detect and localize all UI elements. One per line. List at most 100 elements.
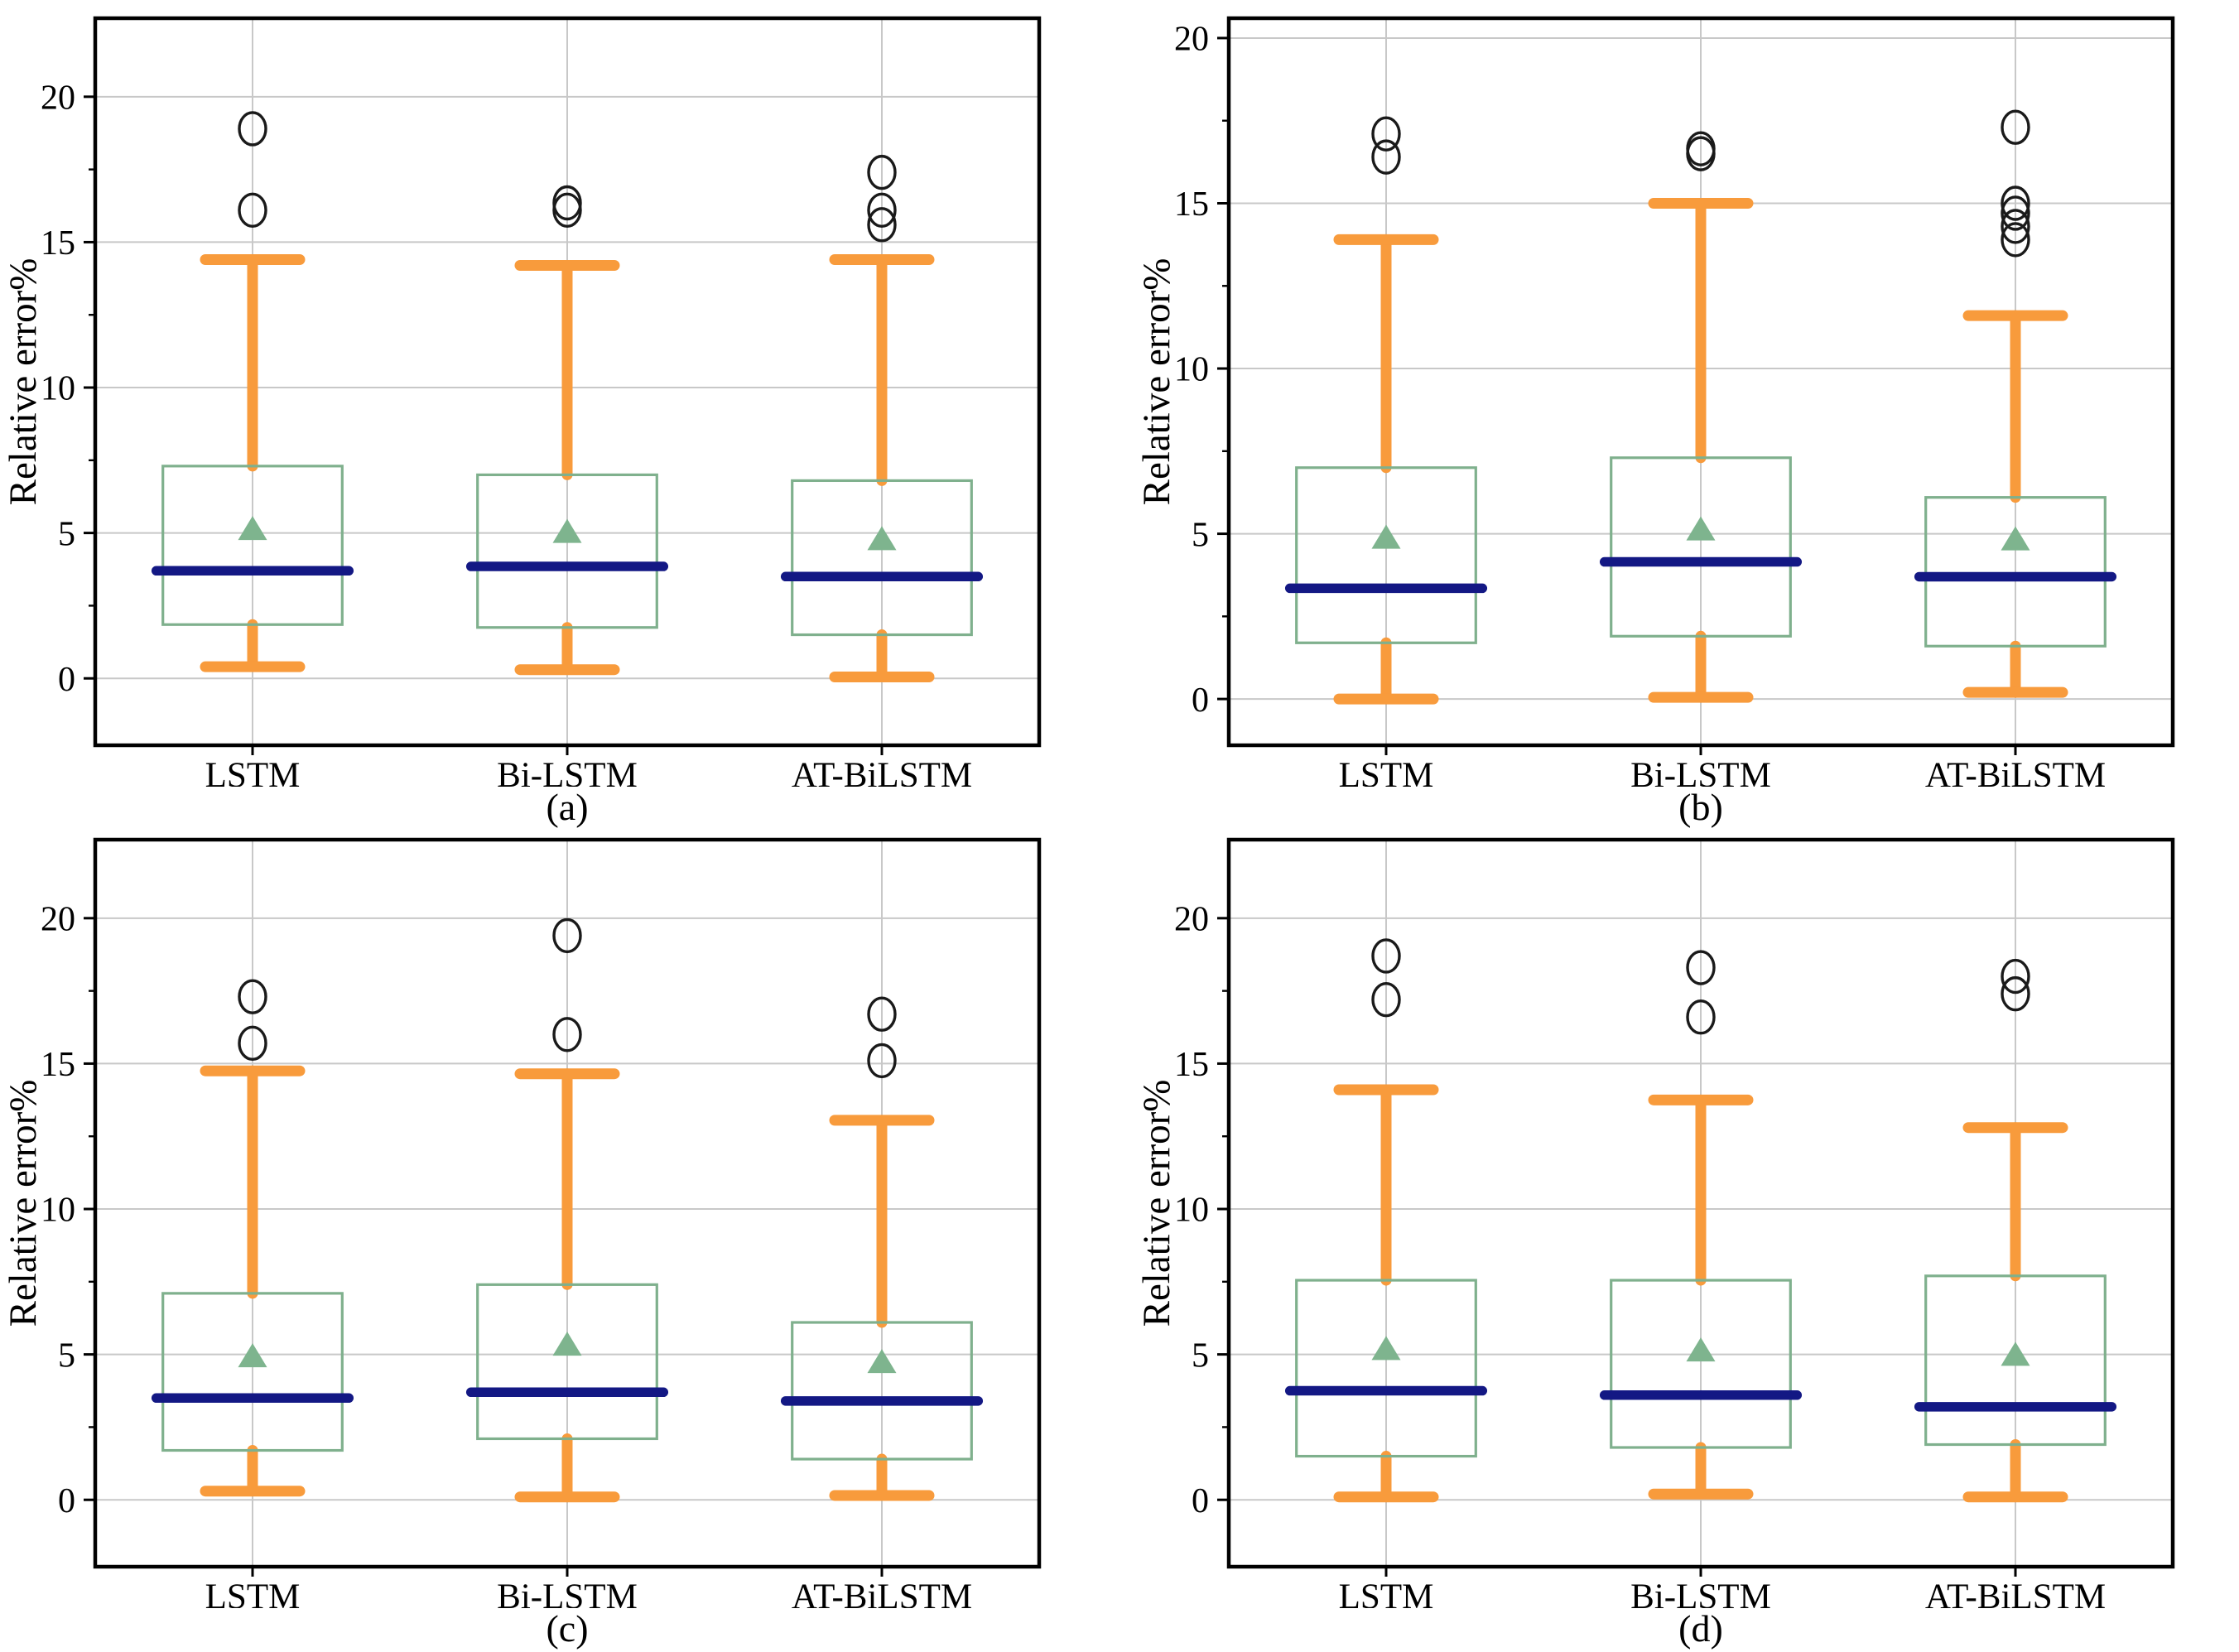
y-tick-label: 0 xyxy=(1192,682,1209,720)
mean-marker xyxy=(2001,1341,2030,1366)
outlier-point xyxy=(867,192,897,228)
outlier-point xyxy=(238,192,267,228)
y-tick-label: 0 xyxy=(1192,1482,1209,1520)
y-axis-title: Relative error% xyxy=(2,1080,45,1327)
x-tick-label-Bi-LSTM: Bi-LSTM xyxy=(497,1577,638,1608)
y-tick-label: 5 xyxy=(58,1337,75,1375)
panel-b: 0 5 10 15 20 Relative error% LSTM Bi-LSTM AT-BiL… xyxy=(1136,5,2239,828)
iqr-box xyxy=(1610,1279,1792,1449)
y-tick-label: 10 xyxy=(1174,1192,1209,1230)
outlier-point xyxy=(2001,958,2030,995)
y-tick-label: 20 xyxy=(1174,901,1209,939)
y-tick-label: 15 xyxy=(41,224,75,262)
box-group-LSTM xyxy=(151,111,354,672)
outlier-point xyxy=(238,979,267,1014)
outlier-point xyxy=(2001,222,2030,258)
y-tick-label: 15 xyxy=(41,1046,75,1084)
axes-frame xyxy=(93,837,1042,1569)
x-tick-label-AT-BiLSTM: AT-BiLSTM xyxy=(792,756,972,787)
axes-frame xyxy=(93,16,1042,748)
y-axis-title: Relative error% xyxy=(1136,1080,1178,1327)
x-tick-label-Bi-LSTM: Bi-LSTM xyxy=(497,756,638,787)
outlier-point xyxy=(867,996,897,1032)
iqr-box xyxy=(1295,466,1477,644)
y-tick-label: 5 xyxy=(1192,516,1209,554)
x-axis: LSTM Bi-LSTM AT-BiLSTM xyxy=(1339,1567,2106,1608)
box-group-LSTM xyxy=(1284,938,1488,1503)
box-group-AT-BiLSTM xyxy=(1914,958,2117,1503)
x-tick-label-LSTM: LSTM xyxy=(205,756,301,787)
x-tick-label-AT-BiLSTM: AT-BiLSTM xyxy=(1925,756,2106,787)
x-tick-label-AT-BiLSTM: AT-BiLSTM xyxy=(1925,1577,2106,1608)
caption-d: (d) xyxy=(1678,1607,1723,1650)
outlier-point xyxy=(2001,975,2030,1012)
x-axis: LSTM Bi-LSTM AT-BiLSTM xyxy=(205,745,972,787)
x-tick-label-LSTM: LSTM xyxy=(205,1577,301,1608)
outlier-point xyxy=(2001,209,2030,244)
y-tick-label: 15 xyxy=(1174,1046,1209,1084)
iqr-box xyxy=(476,1283,658,1441)
outlier-point xyxy=(1371,981,1401,1018)
caption-a: (a) xyxy=(546,786,589,828)
outlier-point xyxy=(552,1017,582,1052)
caption-b: (b) xyxy=(1678,786,1723,828)
iqr-box xyxy=(161,465,344,626)
iqr-box xyxy=(1610,456,1792,638)
y-tick-label: 20 xyxy=(41,79,75,118)
x-tick-label-AT-BiLSTM: AT-BiLSTM xyxy=(792,1577,972,1608)
iqr-box xyxy=(1924,496,2107,648)
iqr-box xyxy=(1295,1279,1477,1458)
panel-d: 0 5 10 15 20 Relative error% LSTM Bi-LSTM AT-BiL… xyxy=(1136,826,2239,1650)
y-tick-label: 0 xyxy=(58,661,75,699)
iqr-box xyxy=(791,479,973,637)
outlier-point xyxy=(1686,131,1716,166)
mean-marker xyxy=(1686,1337,1716,1362)
outlier-point xyxy=(1371,116,1401,152)
panel-a: 0 5 10 15 20 Relative error% LSTM Bi-LSTM AT-BiL… xyxy=(2,5,1112,828)
iqr-box xyxy=(476,473,658,629)
y-tick-label: 0 xyxy=(58,1482,75,1520)
boxplot-svg-b: 0 5 10 15 20 Relative error% LSTM Bi-LSTM AT-BiL… xyxy=(1136,16,2175,787)
mean-marker xyxy=(1371,524,1401,549)
y-axis-title: Relative error% xyxy=(2,258,45,506)
y-axis-title: Relative error% xyxy=(1136,258,1178,506)
y-tick-label: 20 xyxy=(41,901,75,939)
outlier-point xyxy=(2001,185,2030,221)
axes-frame xyxy=(1226,16,2175,748)
outlier-point xyxy=(1371,938,1401,974)
mean-marker xyxy=(238,1343,267,1368)
box-group-LSTM xyxy=(151,979,354,1497)
x-tick-label-LSTM: LSTM xyxy=(1339,756,1434,787)
y-tick-label: 10 xyxy=(41,1192,75,1230)
y-tick-label: 5 xyxy=(58,515,75,553)
outlier-point xyxy=(1686,950,1716,985)
mean-marker xyxy=(238,516,267,541)
outlier-point xyxy=(2001,109,2030,145)
box-group-AT-BiLSTM xyxy=(780,154,984,682)
y-axis: 0 5 10 15 20 Relative error% xyxy=(2,79,95,699)
axes-frame xyxy=(1226,837,2175,1569)
y-tick-label: 10 xyxy=(1174,351,1209,389)
x-tick-label-LSTM: LSTM xyxy=(1339,1577,1434,1608)
mean-marker xyxy=(2001,526,2030,551)
x-tick-label-Bi-LSTM: Bi-LSTM xyxy=(1630,1577,1771,1608)
outlier-point xyxy=(867,154,897,190)
mean-marker xyxy=(1371,1336,1401,1361)
y-tick-label: 20 xyxy=(1174,21,1209,59)
iqr-box xyxy=(161,1292,344,1452)
box-group-Bi-LSTM xyxy=(465,185,669,676)
outlier-point xyxy=(1686,999,1716,1035)
x-axis: LSTM Bi-LSTM AT-BiLSTM xyxy=(205,1567,972,1608)
boxplot-svg-d: 0 5 10 15 20 Relative error% LSTM Bi-LSTM AT-BiL… xyxy=(1136,837,2175,1608)
x-axis: LSTM Bi-LSTM AT-BiLSTM xyxy=(1339,745,2106,787)
box-group-Bi-LSTM xyxy=(465,918,669,1503)
mean-marker xyxy=(1686,516,1716,541)
mean-marker xyxy=(867,526,897,551)
box-group-Bi-LSTM xyxy=(1599,131,1803,703)
box-group-LSTM xyxy=(1284,116,1488,705)
boxplot-svg-a: 0 5 10 15 20 Relative error% LSTM Bi-LSTM AT-BiL… xyxy=(2,16,1042,787)
caption-c: (c) xyxy=(546,1607,589,1650)
outlier-point xyxy=(238,111,267,147)
outlier-point xyxy=(867,1043,897,1079)
